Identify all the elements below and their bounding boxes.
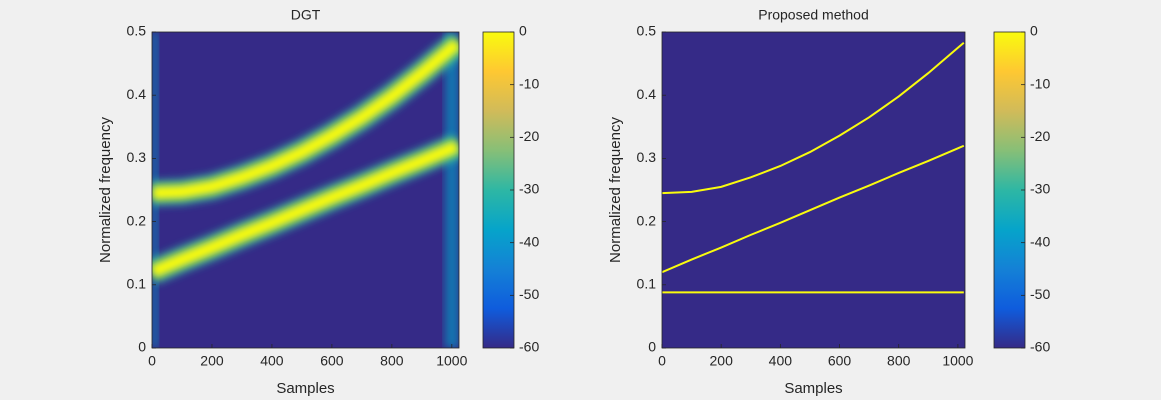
x-tick-label: 600 xyxy=(828,353,852,369)
colorbar-tick-label: 0 xyxy=(1030,23,1038,39)
x-tick-label: 400 xyxy=(260,353,284,369)
x-tick-label: 200 xyxy=(200,353,224,369)
y-tick-label: 0.5 xyxy=(637,23,657,39)
chart-title: DGT xyxy=(291,7,321,23)
y-tick-label: 0.1 xyxy=(127,276,147,292)
colorbar-tick-label: -10 xyxy=(519,75,539,91)
ridge-line xyxy=(662,144,965,274)
y-tick-label: 0.1 xyxy=(637,276,657,292)
colorbar-tick-label: -50 xyxy=(519,286,539,302)
y-axis-label: Normalized frequency xyxy=(607,117,624,263)
ridge-line xyxy=(662,41,965,195)
y-axis-label: Normalized frequency xyxy=(97,117,114,263)
x-tick-label: 200 xyxy=(710,353,734,369)
ridge-line xyxy=(152,139,459,279)
colorbar-tick-label: -40 xyxy=(1030,233,1050,249)
y-tick-label: 0.3 xyxy=(127,149,147,165)
colorbar-tick-label: 0 xyxy=(519,23,527,39)
y-tick-label: 0.5 xyxy=(127,23,147,39)
colorbar-tick-label: -30 xyxy=(1030,181,1050,197)
colorbar-tick-label: -30 xyxy=(519,181,539,197)
y-tick-label: 0.4 xyxy=(127,86,147,102)
x-tick-label: 1000 xyxy=(942,353,973,369)
x-tick-label: 800 xyxy=(380,353,404,369)
ridge-line xyxy=(152,37,459,201)
colorbar xyxy=(993,31,1026,349)
x-tick-label: 0 xyxy=(148,353,156,369)
colorbar-tick-label: -20 xyxy=(1030,128,1050,144)
y-tick-label: 0.2 xyxy=(637,212,657,228)
y-tick-label: 0.2 xyxy=(127,212,147,228)
colorbar-tick-label: -60 xyxy=(1030,339,1050,355)
y-tick-label: 0 xyxy=(648,339,656,355)
colorbar-tick-label: -50 xyxy=(1030,286,1050,302)
x-axis-label: Samples xyxy=(784,380,842,397)
chart-title: Proposed method xyxy=(758,7,869,23)
axes-box xyxy=(151,31,460,349)
axes-box xyxy=(661,31,966,349)
colorbar-tick-label: -20 xyxy=(519,128,539,144)
y-tick-label: 0.3 xyxy=(637,149,657,165)
colorbar-tick-label: -60 xyxy=(519,339,539,355)
x-tick-label: 800 xyxy=(887,353,911,369)
edge-artifact xyxy=(445,32,459,348)
x-tick-label: 600 xyxy=(320,353,344,369)
y-tick-label: 0.4 xyxy=(637,86,657,102)
x-tick-label: 1000 xyxy=(436,353,467,369)
x-tick-label: 400 xyxy=(769,353,793,369)
x-axis-label: Samples xyxy=(276,380,334,397)
x-tick-label: 0 xyxy=(658,353,666,369)
y-tick-label: 0 xyxy=(138,339,146,355)
colorbar-tick-label: -10 xyxy=(1030,75,1050,91)
colorbar-tick-label: -40 xyxy=(519,233,539,249)
colorbar xyxy=(482,31,515,349)
